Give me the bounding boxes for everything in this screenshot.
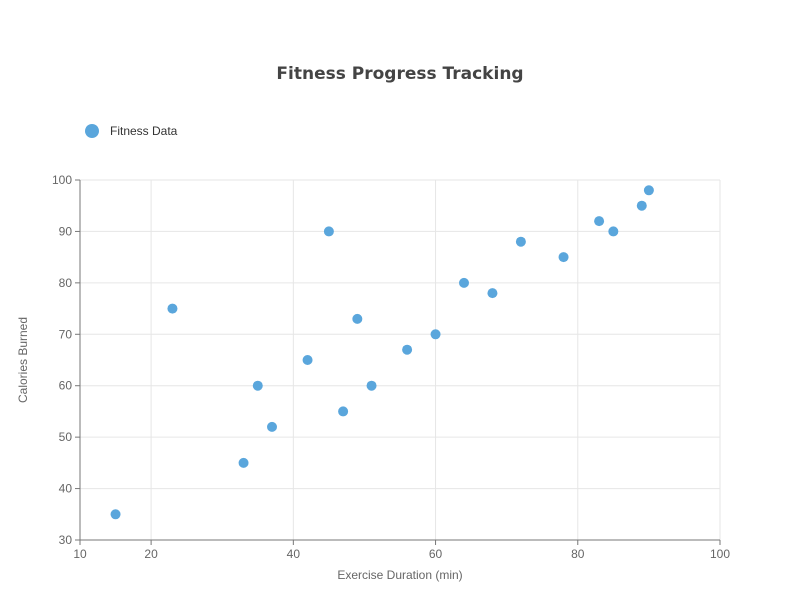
- x-tick-label: 80: [571, 547, 585, 561]
- y-tick-label: 30: [59, 533, 73, 547]
- y-tick-label: 40: [59, 482, 73, 496]
- x-tick-label: 40: [287, 547, 301, 561]
- data-point[interactable]: [608, 226, 619, 237]
- y-tick-label: 70: [59, 327, 73, 341]
- data-point[interactable]: [402, 344, 413, 355]
- y-tick-label: 90: [59, 224, 73, 238]
- y-tick-label: 80: [59, 276, 73, 290]
- data-point[interactable]: [238, 457, 249, 468]
- data-point[interactable]: [323, 226, 334, 237]
- data-points: [110, 185, 654, 520]
- chart-title: Fitness Progress Tracking: [276, 64, 523, 84]
- data-point[interactable]: [515, 236, 526, 247]
- data-point[interactable]: [366, 380, 377, 391]
- data-point[interactable]: [558, 252, 569, 263]
- x-axis-title: Exercise Duration (min): [337, 568, 462, 582]
- x-tick-label: 10: [73, 547, 87, 561]
- data-point[interactable]: [167, 303, 178, 314]
- y-tick-label: 50: [59, 430, 73, 444]
- axes: [75, 179, 721, 545]
- y-tick-label: 60: [59, 379, 73, 393]
- y-tick-label: 100: [52, 173, 72, 187]
- data-point[interactable]: [267, 421, 277, 432]
- data-point[interactable]: [338, 406, 349, 417]
- data-point[interactable]: [594, 216, 605, 227]
- data-point[interactable]: [430, 329, 441, 340]
- data-point[interactable]: [302, 355, 313, 365]
- data-point[interactable]: [636, 200, 647, 211]
- data-point[interactable]: [352, 313, 363, 324]
- x-tick-label: 60: [429, 547, 443, 561]
- data-point[interactable]: [487, 288, 498, 299]
- x-tick-label: 20: [144, 547, 158, 561]
- grid: [79, 179, 721, 541]
- data-point[interactable]: [643, 185, 654, 196]
- data-point[interactable]: [110, 509, 121, 520]
- x-tick-label: 100: [710, 547, 730, 561]
- legend[interactable]: Fitness Data: [85, 124, 178, 138]
- data-point[interactable]: [459, 277, 469, 288]
- data-point[interactable]: [252, 380, 263, 391]
- tick-labels: 30 40 50 60 70 80 90 100 10 20 40 60 80 100: [52, 173, 730, 561]
- legend-marker: [85, 124, 99, 138]
- y-axis-title: Calories Burned: [16, 317, 30, 403]
- legend-label: Fitness Data: [110, 124, 178, 138]
